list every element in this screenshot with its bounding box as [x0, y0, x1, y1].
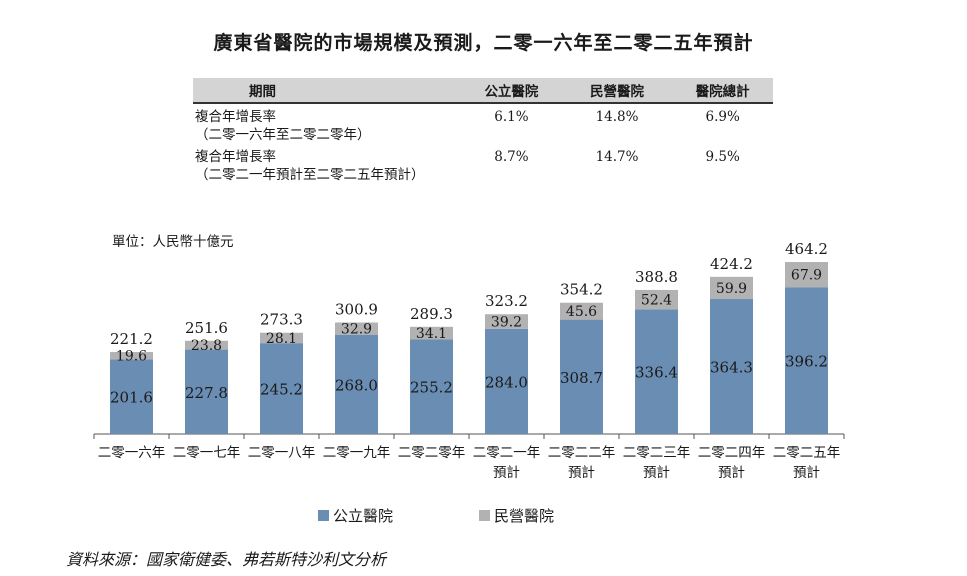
header-public: 公立醫院	[461, 78, 562, 103]
data-label-private: 45.6	[566, 304, 597, 320]
bar-public	[635, 309, 678, 434]
data-label-total: 289.3	[410, 305, 453, 323]
x-tick-label: 預計	[718, 465, 745, 481]
data-label-private: 39.2	[491, 315, 522, 331]
data-label-total: 354.2	[560, 281, 603, 299]
x-tick-label: 二零一八年	[248, 445, 316, 461]
bar-public	[185, 349, 228, 434]
bar-public	[785, 287, 828, 434]
data-label-total: 323.2	[485, 292, 528, 310]
data-label-private: 59.9	[716, 281, 747, 297]
row-label-line2: （二零二一年預計至二零二五年預計）	[195, 167, 425, 183]
bar-private	[110, 352, 153, 360]
cagr-private: 14.8%	[595, 109, 639, 125]
bar-private	[635, 289, 678, 310]
legend-item-private: 民營醫院	[479, 505, 554, 526]
data-label-public: 308.7	[560, 369, 603, 387]
data-label-private: 52.4	[641, 293, 672, 309]
data-label-private: 67.9	[791, 268, 822, 284]
row-label-line1: 複合年增長率	[195, 149, 276, 165]
data-label-public: 245.2	[260, 381, 303, 399]
cagr-public: 6.1%	[494, 109, 529, 125]
bar-private	[185, 340, 228, 350]
legend-item-public: 公立醫院	[318, 505, 393, 526]
data-label-public: 227.8	[185, 384, 228, 402]
data-label-private: 34.1	[416, 326, 447, 342]
data-label-total: 300.9	[335, 301, 378, 319]
x-tick-label: 二零二四年	[698, 445, 766, 461]
header-total: 醫院總計	[672, 78, 773, 103]
legend-label-private: 民營醫院	[494, 507, 555, 525]
bar-public	[485, 328, 528, 434]
x-tick-label: 二零一六年	[98, 445, 166, 461]
x-tick-label: 二零二五年	[773, 445, 841, 461]
cagr-public: 8.7%	[494, 149, 529, 165]
bar-public	[710, 299, 753, 434]
bar-private	[335, 322, 378, 335]
row-label: 複合年增長率 （二零一六年至二零二零年）	[193, 103, 461, 144]
data-label-private: 19.6	[116, 349, 147, 365]
data-label-total: 251.6	[185, 319, 228, 337]
bar-private	[560, 302, 603, 320]
data-label-private: 23.8	[191, 338, 222, 354]
cagr-table: 期間 公立醫院 民營醫院 醫院總計 複合年增長率 （二零一六年至二零二零年） 6…	[193, 78, 773, 184]
row-label-line2: （二零一六年至二零二零年）	[195, 127, 371, 143]
row-label: 複合年增長率 （二零二一年預計至二零二五年預計）	[193, 144, 461, 184]
bar-public	[260, 343, 303, 434]
x-tick-label: 二零一七年	[173, 445, 241, 461]
unit-label: 單位：人民幣十億元	[112, 234, 234, 250]
bar-private	[710, 276, 753, 300]
x-tick-label: 二零一九年	[323, 445, 391, 461]
bar-private	[260, 332, 303, 344]
x-tick-label: 預計	[493, 465, 520, 481]
row-label-line1: 複合年增長率	[195, 109, 276, 125]
data-label-private: 32.9	[341, 322, 372, 338]
data-label-total: 464.2	[785, 240, 828, 258]
x-tick-label: 二零二一年	[473, 445, 541, 461]
legend-swatch-private	[479, 510, 490, 521]
cagr-total: 6.9%	[705, 109, 740, 125]
bar-private	[410, 326, 453, 340]
x-tick-label: 預計	[568, 465, 595, 481]
bar-private	[485, 314, 528, 329]
data-label-total: 424.2	[710, 255, 753, 273]
data-label-public: 201.6	[110, 389, 153, 407]
x-tick-label: 二零二零年	[398, 445, 466, 461]
cagr-private: 14.7%	[595, 149, 639, 165]
header-private: 民營醫院	[561, 78, 673, 103]
x-tick-label: 預計	[793, 465, 820, 481]
data-label-public: 336.4	[635, 364, 678, 382]
bar-public	[110, 359, 153, 434]
data-label-public: 284.0	[485, 373, 528, 391]
x-tick-label: 二零二三年	[623, 445, 691, 461]
data-label-public: 364.3	[710, 359, 753, 377]
data-label-total: 221.2	[110, 330, 153, 348]
x-tick-label: 二零二二年	[548, 445, 616, 461]
legend-label-public: 公立醫院	[333, 507, 394, 525]
data-label-public: 396.2	[785, 353, 828, 371]
data-label-public: 255.2	[410, 379, 453, 397]
source-note: 資料來源：國家衛健委、弗若斯特沙利文分析	[66, 550, 387, 569]
bar-public	[560, 319, 603, 434]
cagr-table-header: 期間 公立醫院 民營醫院 醫院總計	[193, 78, 773, 103]
cagr-total: 9.5%	[705, 149, 740, 165]
table-row: 複合年增長率 （二零二一年預計至二零二五年預計） 8.7% 14.7% 9.5%	[193, 144, 773, 184]
data-label-public: 268.0	[335, 376, 378, 394]
chart-title: 廣東省醫院的市場規模及預測，二零一六年至二零二五年預計	[213, 32, 754, 54]
data-label-private: 28.1	[266, 331, 297, 347]
bar-public	[410, 339, 453, 434]
bar-public	[335, 334, 378, 434]
bar-private	[785, 262, 828, 288]
legend-swatch-public	[318, 510, 329, 521]
x-tick-label: 預計	[643, 465, 670, 481]
table-row: 複合年增長率 （二零一六年至二零二零年） 6.1% 14.8% 6.9%	[193, 103, 773, 144]
header-period: 期間	[193, 78, 462, 103]
data-label-total: 388.8	[635, 268, 678, 286]
data-label-total: 273.3	[260, 311, 303, 329]
